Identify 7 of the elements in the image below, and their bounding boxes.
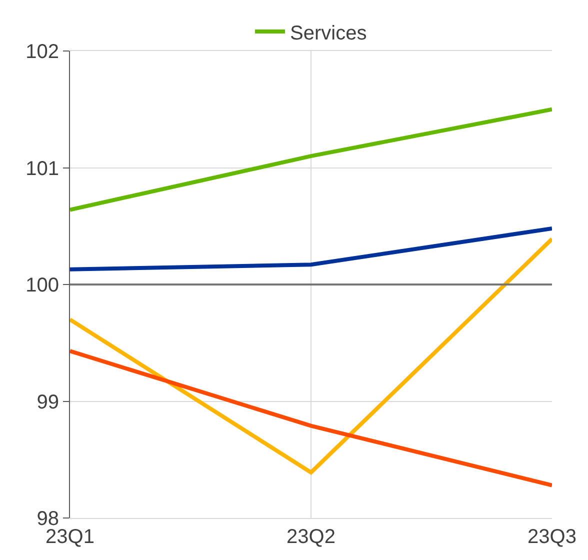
y-tick-label: 102 xyxy=(26,41,59,63)
x-tick-label: 23Q2 xyxy=(286,526,336,548)
x-tick-label: 23Q3 xyxy=(528,526,576,548)
legend-label: Services xyxy=(290,22,367,44)
y-tick-label: 100 xyxy=(26,274,59,296)
y-tick-label: 101 xyxy=(26,158,59,180)
y-tick-label: 99 xyxy=(36,391,59,414)
